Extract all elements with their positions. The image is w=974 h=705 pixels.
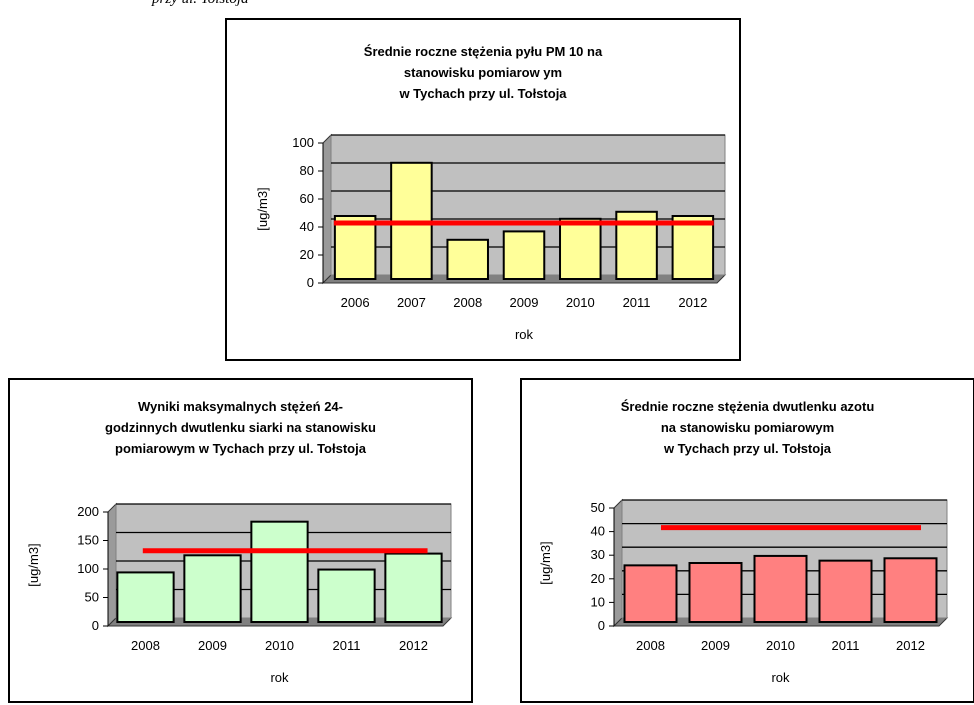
x-tick-label: 2007	[397, 295, 426, 310]
bar	[116, 571, 175, 624]
y-tick-label: 0	[92, 618, 99, 633]
x-tick-label: 2008	[636, 638, 665, 653]
y-axis-label: [ug/m3]	[538, 541, 553, 584]
bar	[446, 238, 489, 281]
y-tick-label: 50	[85, 590, 99, 605]
y-tick-label: 0	[307, 275, 314, 290]
bar	[250, 520, 309, 623]
chart-pm10-panel: Średnie roczne stężenia pyłu PM 10 na st…	[225, 18, 741, 361]
y-tick-label: 20	[591, 571, 605, 586]
bar	[818, 559, 873, 623]
bar	[384, 552, 443, 624]
bar	[502, 230, 546, 280]
chart-title: Wyniki maksymalnych stężeń 24- godzinnyc…	[105, 399, 376, 456]
x-tick-label: 2009	[510, 295, 539, 310]
y-axis-label: [ug/m3]	[255, 187, 270, 230]
plot-side-wall	[107, 502, 117, 628]
bar	[317, 568, 376, 623]
y-tick-label: 50	[591, 500, 605, 515]
chart-pm10-svg: 0 20 40 60 80 100 [ug/m3] 2006 2007 2008 2009 2010 2…	[255, 133, 727, 342]
page-caption: przy ul. Tołstoja	[152, 0, 249, 8]
bar	[559, 217, 602, 281]
x-tick-label: 2008	[453, 295, 482, 310]
x-axis-label: rok	[515, 327, 534, 342]
x-tick-label: 2012	[399, 638, 428, 653]
x-tick-label: 2011	[623, 295, 651, 310]
x-tick-label: 2008	[131, 638, 160, 653]
x-tick-label: 2011	[832, 638, 860, 653]
y-tick-label: 100	[292, 135, 314, 150]
bar	[623, 564, 678, 623]
y-tick-label: 80	[300, 163, 314, 178]
y-tick-label: 40	[591, 524, 605, 539]
y-axis-label: [ug/m3]	[26, 543, 41, 586]
x-tick-label: 2009	[198, 638, 227, 653]
x-tick-label: 2012	[896, 638, 925, 653]
bar	[688, 562, 743, 623]
chart-title: Średnie roczne stężenia pyłu PM 10 na st…	[363, 44, 603, 101]
bar	[333, 215, 377, 280]
bar	[753, 554, 808, 623]
y-tick-label: 150	[77, 533, 99, 548]
y-tick-label: 60	[300, 191, 314, 206]
x-tick-label: 2011	[333, 638, 361, 653]
chart-no2-svg: 0 10 20 30 40 50 [ug/m3] 2008 2009 2010 2011 2012 ro…	[538, 498, 949, 685]
x-axis-label: rok	[771, 670, 790, 685]
chart-title: Średnie roczne stężenia dwutlenku azotu …	[620, 399, 875, 456]
x-tick-label: 2010	[265, 638, 294, 653]
y-tick-label: 200	[77, 504, 99, 519]
x-tick-label: 2006	[341, 295, 370, 310]
plot-side-wall	[322, 133, 332, 285]
bar	[883, 557, 938, 623]
x-axis-label: rok	[270, 670, 289, 685]
y-tick-label: 100	[77, 561, 99, 576]
bar	[183, 554, 242, 623]
x-tick-label: 2012	[678, 295, 707, 310]
x-tick-label: 2010	[566, 295, 595, 310]
x-tick-label: 2010	[766, 638, 795, 653]
chart-no2-panel: Średnie roczne stężenia dwutlenku azotu …	[520, 378, 974, 703]
y-tick-label: 30	[591, 547, 605, 562]
chart-so2-svg: 0 50 100 150 200 [ug/m3] 2008 2009 2010 2011 2012 r…	[26, 502, 453, 685]
x-tick-label: 2009	[701, 638, 730, 653]
y-tick-label: 20	[300, 247, 314, 262]
bar	[671, 215, 715, 280]
y-tick-label: 10	[591, 594, 605, 609]
chart-so2-panel: Wyniki maksymalnych stężeń 24- godzinnyc…	[8, 378, 473, 703]
plot-side-wall	[613, 498, 623, 628]
y-tick-label: 40	[300, 219, 314, 234]
y-tick-label: 0	[598, 618, 605, 633]
